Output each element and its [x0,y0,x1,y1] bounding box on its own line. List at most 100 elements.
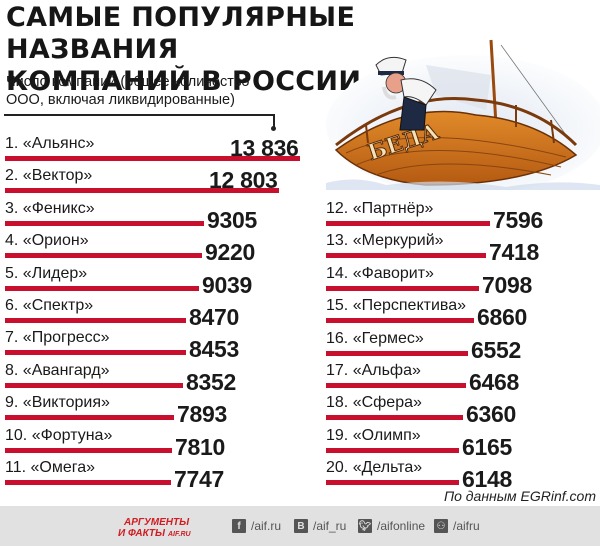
bar-value: 8352 [186,368,236,395]
logo-domain: AIF.RU [167,531,192,538]
bar-value: 9220 [205,239,255,266]
bar-label: 16. «Гермес» [326,329,424,347]
bar-label: 15. «Перспектива» [326,297,467,315]
twitter-icon: 🐦︎ [358,519,372,533]
bar [326,383,466,388]
bar [326,447,459,453]
bar-row: 10. «Фортуна» 7810 [5,427,305,459]
leader-dot [271,126,276,131]
odnoklassniki-icon: ⚇ [434,519,448,533]
bar-row: 5. «Лидер» 9039 [5,265,305,297]
bar-label: 14. «Фаворит» [326,264,434,282]
bar-value: 7418 [489,239,539,266]
bar-label: 6. «Спектр» [5,297,94,314]
bar-label: 12. «Партнёр» [326,200,434,217]
bar-row: 12. «Партнёр» 7596 [326,200,600,232]
logo-line-1: АРГУМЕНТЫ [123,517,190,528]
bar [326,415,463,421]
aif-logo[interactable]: АРГУМЕНТЫ И ФАКТЫ AIF.RU [118,516,200,538]
bar-label: 9. «Виктория» [5,394,110,412]
subtitle-line-1: Число компаний (общее количество [6,74,250,90]
bar [5,480,171,485]
bar-label: 1. «Альянс» [5,135,95,152]
bar-row: 15. «Перспектива» 6860 [326,297,600,329]
bar-row: 6. «Спектр» 8470 [5,297,305,329]
social-handle: /aifonline [377,519,426,533]
bar-label: 5. «Лидер» [5,264,88,282]
bar [5,188,279,194]
bar-row: 17. «Альфа» 6468 [326,362,600,394]
social-vkontakte[interactable]: B /aif_ru [294,519,346,533]
bar-value: 6860 [477,304,527,331]
source-note: По данным EGRinf.com [443,488,596,504]
bar [326,253,486,259]
bar-label: 10. «Фортуна» [5,426,113,444]
bar [326,480,459,486]
bar-label: 3. «Феникс» [5,199,95,217]
logo-line-2: И ФАКТЫ [118,528,166,538]
title-line-2: КОМПАНИЙ В РОССИИ [6,66,362,97]
vkontakte-icon: B [294,519,308,533]
bar-value: 6468 [469,369,519,395]
bar-row: 13. «Меркурий» 7418 [326,232,600,264]
bar-value: 7747 [174,466,224,492]
subtitle-line-2: ООО, включая ликвидированные) [6,92,235,108]
bar-row: 8. «Авангард» 8352 [5,362,305,394]
bar [326,318,474,324]
chart-subtitle: Число компаний (общее количество ООО, вк… [6,73,249,109]
social-handle: /aif_ru [313,519,347,533]
bar-value: 6552 [471,336,521,363]
bar-label: 7. «Прогресс» [5,329,110,347]
bar-row: 4. «Орион» 9220 [5,232,305,264]
facebook-icon: f [232,519,246,533]
bar-row: 11. «Омега» 7747 [5,459,305,491]
bar [5,382,183,388]
bar-row: 19. «Олимп» 6165 [326,427,600,459]
bar-row: 18. «Сфера» 6360 [326,394,600,426]
bar-value: 7596 [493,207,543,233]
bar-row: 20. «Дельта» 6148 [326,459,600,491]
bar-value: 6148 [462,466,512,493]
social-odnoklassniki[interactable]: ⚇ /aifru [434,519,480,533]
leader-line [4,114,274,116]
bar [326,221,490,226]
bar-value: 7893 [177,401,227,428]
bar [326,350,468,356]
title-line-1: САМЫЕ ПОПУЛЯРНЫЕ НАЗВАНИЯ [6,2,356,65]
bar-row: 14. «Фаворит» 7098 [326,265,600,297]
bar-row: 7. «Прогресс» 8453 [5,329,305,361]
bar-label: 13. «Меркурий» [326,232,444,250]
leader-line-vertical [273,114,275,128]
social-handle: /aifru [453,519,480,533]
bar-value: 7098 [482,271,532,298]
bar-label: 4. «Орион» [5,232,89,250]
bar-row: 3. «Феникс» 9305 [5,200,305,232]
bar-value: 9305 [207,206,257,233]
bar-label: 17. «Альфа» [326,362,421,379]
page-title: САМЫЕ ПОПУЛЯРНЫЕ НАЗВАНИЯ КОМПАНИЙ В РОС… [6,2,436,98]
bar [326,285,479,291]
bar-value: 12 803 [209,167,278,194]
bar-label: 11. «Омега» [5,459,96,476]
bar-label: 18. «Сфера» [326,394,422,412]
bar [5,318,186,323]
social-facebook[interactable]: f /aif.ru [232,519,281,533]
bar-value: 8470 [189,304,239,330]
bar [5,350,186,356]
footer: АРГУМЕНТЫ И ФАКТЫ AIF.RU f /aif.ru B /ai… [0,506,600,546]
bar-label: 8. «Авангард» [5,361,110,379]
social-handle: /aif.ru [251,519,282,533]
bar-row: 9. «Виктория» 7893 [5,394,305,426]
bar-label: 2. «Вектор» [5,167,93,185]
bar-label: 20. «Дельта» [326,459,423,477]
bar-value: 6165 [462,433,512,460]
bar-value: 8453 [189,336,239,363]
bar-row: 1. «Альянс» 13 836 [5,135,305,167]
bar-row: 2. «Вектор» 12 803 [5,167,305,199]
bar [5,415,174,421]
bar-row: 16. «Гермес» 6552 [326,330,600,362]
bar [5,253,202,259]
bar [5,220,204,226]
bar-value: 13 836 [230,135,299,161]
social-twitter[interactable]: 🐦︎ /aifonline [358,519,425,533]
